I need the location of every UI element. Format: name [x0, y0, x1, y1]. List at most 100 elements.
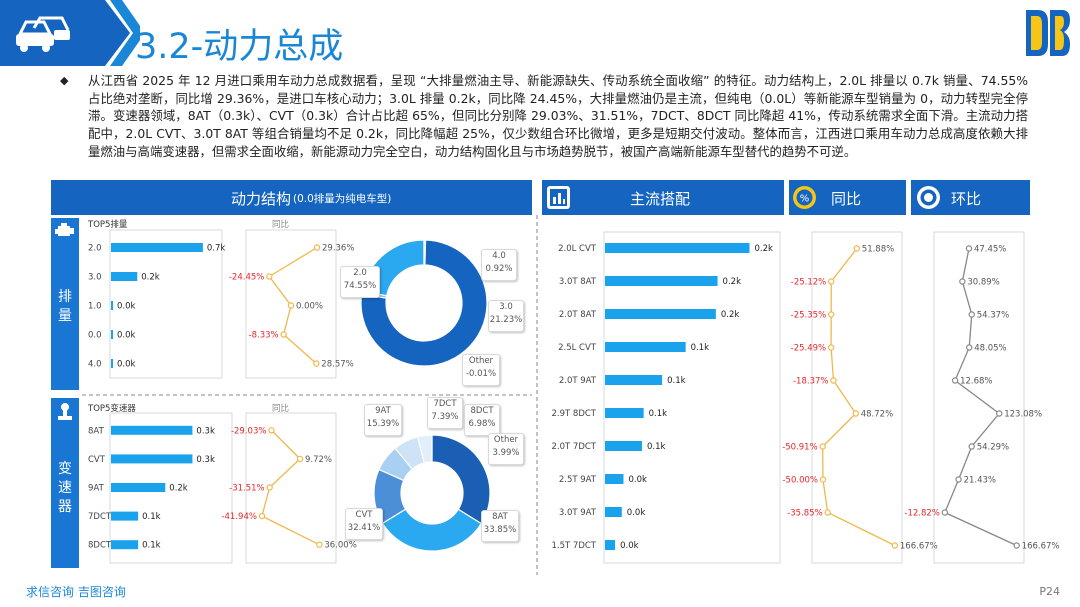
brand-logo: [1026, 10, 1070, 56]
gear_yoy-value-label: 36.00%: [324, 541, 356, 551]
combo_mom-value-label: 54.29%: [977, 443, 1009, 453]
gear-donut-label-other: Other 3.99%: [488, 433, 524, 465]
gear_yoy-point: [258, 512, 266, 520]
engine_bar-value-label: 0.7k: [207, 244, 226, 254]
engine-donut-label-other: Other -0.01%: [462, 354, 500, 386]
donut-label-value: 15.39%: [366, 419, 400, 429]
donut-label-name: 8DCT: [470, 406, 494, 416]
engine-donut-label-4.0: 4.0 0.92%: [481, 249, 517, 281]
engine_yoy-value-label: 0.00%: [296, 302, 323, 312]
donut-label-value: 32.41%: [347, 523, 381, 533]
combo_yoy-value-label: 51.88%: [862, 245, 894, 255]
gear_yoy-point: [296, 455, 304, 463]
gear-donut-label-8at: 8AT 33.85%: [481, 510, 519, 542]
engine_bar-bar: [111, 272, 138, 281]
combo_bar-bar: [605, 375, 663, 385]
donut-label-name: CVT: [355, 510, 373, 520]
combo_mom-point: [996, 410, 1003, 417]
page-title: 3.2-动力总成: [135, 27, 344, 67]
combo_bar-category-label: 3.0T 8AT: [559, 277, 597, 287]
gear_yoy-frame: [245, 412, 337, 564]
engine_bar-category-label: 0.0: [88, 331, 102, 341]
combo_yoy-point: [827, 344, 835, 351]
gear-donut-label-cvt: CVT 32.41%: [345, 508, 383, 540]
side-label-engine-2: 量: [58, 308, 72, 324]
gear_bar-bar: [111, 425, 193, 435]
side-label-gearbox-1: 变: [58, 461, 72, 477]
combo_bar-bar: [605, 342, 686, 352]
engine_yoy-frame: [245, 229, 337, 379]
combo_yoy-line: [822, 248, 896, 547]
gear_yoy-point: [316, 541, 323, 548]
combo_bar-value-label: 0.1k: [691, 343, 710, 353]
gear_bar-category-label: 9AT: [88, 484, 105, 494]
gear_bar-category-label: 8AT: [88, 426, 105, 436]
gear-shift-icon: [58, 403, 72, 420]
combo_bar-category-label: 2.5T 9AT: [559, 475, 597, 485]
donut-label-name: 8AT: [492, 512, 508, 522]
gear-donut-label-7dct: 7DCT 7.39%: [427, 397, 463, 429]
combo_mom-value-label: 47.45%: [974, 245, 1006, 255]
combo_yoy-value-label: -50.00%: [782, 476, 817, 486]
page-number: P24: [1039, 585, 1060, 598]
gear_bar-bar: [111, 454, 193, 464]
gear_bar-bar: [111, 511, 139, 521]
combo_yoy-value-label: -25.12%: [791, 278, 826, 288]
combo_mom-point: [966, 344, 973, 351]
combo_bar-category-label: 2.0T 7DCT: [552, 442, 597, 452]
donut-label-name: 9AT: [375, 406, 391, 416]
combo_yoy-point: [891, 542, 899, 549]
combo_mom-point: [968, 443, 975, 450]
combo_mom-value-label: 54.37%: [977, 311, 1009, 321]
engine_bar-frame: [109, 229, 223, 379]
bullet-icon: ◆: [60, 74, 69, 87]
combo_yoy-frame: [811, 231, 903, 564]
gear_bar-value-label: 0.3k: [196, 455, 215, 465]
footer-links[interactable]: 求信咨询 吉图咨询: [26, 585, 126, 599]
donut-label-name: 3.0: [499, 302, 513, 312]
engine-icon: [55, 223, 74, 236]
power-header-title: 动力结构: [231, 190, 292, 208]
gear-top5-title: TOP5变速器: [88, 404, 136, 414]
combo_bar-category-label: 2.0T 9AT: [559, 376, 597, 386]
engine_yoy-point: [280, 331, 287, 338]
combo_bar-category-label: 2.9T 8DCT: [552, 409, 597, 419]
combo_bar-frame: [603, 231, 781, 564]
engine_bar-value-label: 0.0k: [117, 331, 136, 341]
engine_bar-bar: [111, 243, 203, 252]
donut-label-value: -0.01%: [465, 369, 497, 379]
combo_yoy-point: [819, 476, 827, 483]
gear_bar-value-label: 0.3k: [196, 426, 215, 436]
combo_yoy-point: [828, 278, 835, 285]
bar-chart-icon: [547, 186, 570, 209]
car-icon: [16, 16, 70, 52]
gear_bar-value-label: 0.1k: [142, 512, 161, 522]
combo_yoy-point: [852, 410, 859, 417]
combo_bar-value-label: 0.1k: [667, 376, 686, 386]
summary-text: 从江西省 2025 年 12 月进口乘用车动力总成数据看，呈现 “大排量燃油主导…: [88, 73, 1028, 159]
engine_yoy-point: [266, 273, 273, 280]
engine_bar-value-label: 0.0k: [117, 360, 136, 370]
engine_yoy-value-label: -8.33%: [249, 331, 279, 341]
engine_yoy-point: [313, 360, 320, 367]
donut-label-value: 21.23%: [489, 315, 523, 325]
combo_bar-bar: [605, 441, 642, 451]
combo_bar-category-label: 2.0L CVT: [558, 244, 597, 254]
combo_bar-value-label: 0.0k: [620, 541, 639, 551]
combo_yoy-value-label: 48.72%: [861, 410, 893, 420]
combo_yoy-value-label: -25.49%: [791, 344, 826, 354]
gear_bar-value-label: 0.1k: [142, 541, 161, 551]
engine_bar-category-label: 2.0: [88, 244, 102, 254]
engine_donut-slice: [423, 239, 427, 266]
combo_mom-value-label: 123.08%: [1004, 410, 1042, 420]
engine-top5-title: TOP5排量: [88, 220, 128, 230]
engine_bar-bar: [111, 330, 113, 339]
combo_mom-value-label: 48.05%: [974, 344, 1006, 354]
engine_yoy-point: [287, 302, 295, 309]
engine_donut-slice: [360, 239, 488, 367]
combo_mom-point: [965, 245, 973, 252]
combo_bar-category-label: 2.5L CVT: [558, 343, 597, 353]
mom-header-title: 环比: [951, 190, 982, 208]
